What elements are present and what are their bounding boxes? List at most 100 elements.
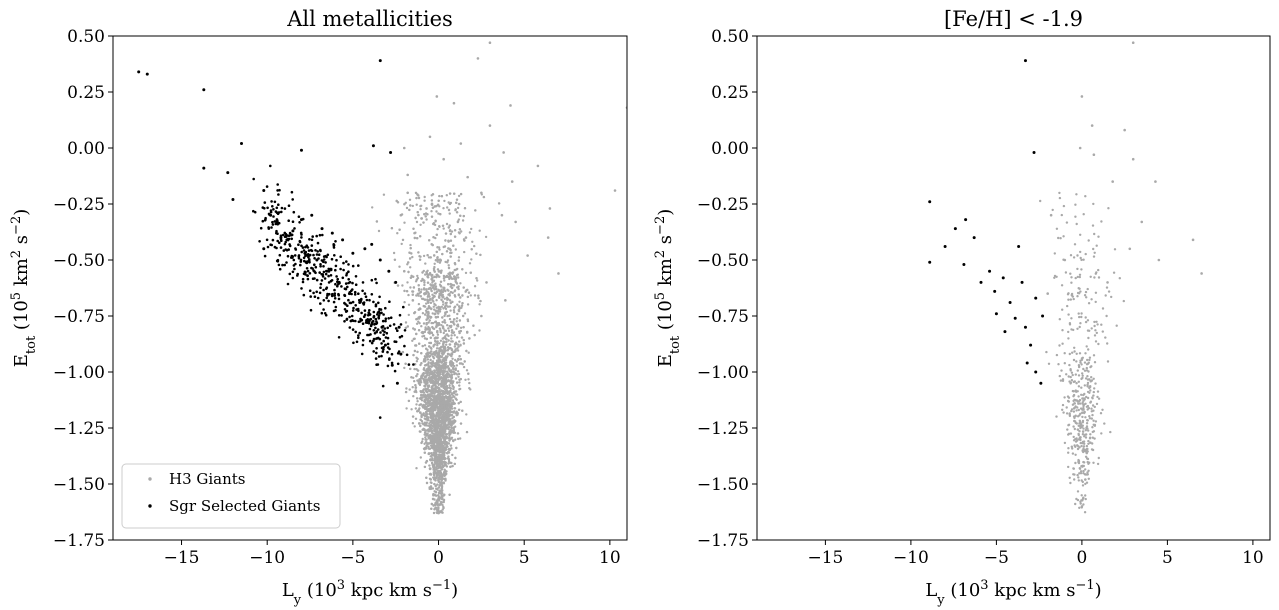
h3-giant-point [429, 368, 432, 371]
h3-giant-point [406, 191, 409, 195]
h3-giant-point [458, 228, 462, 231]
h3-giant-point [449, 232, 452, 236]
h3-giant-point [446, 324, 449, 327]
h3-giant-point [425, 441, 428, 444]
h3-giant-point [431, 418, 434, 421]
h3-giant-point [435, 299, 438, 302]
h3-giant-point [426, 415, 429, 419]
sgr-giant-point [302, 256, 306, 260]
h3-giant-point [430, 289, 433, 293]
h3-giant-point [1084, 429, 1088, 432]
sgr-giant-point [342, 268, 345, 272]
h3-giant-point [439, 308, 442, 311]
h3-giant-point [438, 453, 441, 456]
y-tick-label: −0.50 [53, 251, 105, 271]
h3-giant-point [442, 498, 446, 502]
h3-giant-point [414, 389, 417, 392]
h3-giant-point [447, 367, 451, 370]
sgr-giant-point [337, 280, 341, 284]
h3-giant-point [436, 503, 439, 507]
h3-giant-point [401, 238, 405, 242]
y-tick-label: −1.25 [53, 419, 105, 439]
h3-giant-point [458, 232, 461, 235]
sgr-giant-point [383, 343, 387, 347]
h3-giant-point [429, 402, 433, 406]
sgr-giant-point [337, 292, 340, 296]
h3-giant-point [1084, 290, 1088, 294]
h3-giant-point [439, 438, 443, 441]
h3-giant-point [440, 291, 443, 295]
h3-giant-point [1078, 275, 1082, 279]
h3-giant-point [431, 293, 434, 296]
h3-giant-point [433, 265, 436, 269]
h3-giant-point [442, 383, 445, 386]
h3-giant-point [444, 395, 448, 398]
h3-giant-point [404, 321, 408, 324]
h3-giant-point [428, 306, 431, 309]
h3-giant-point [1076, 267, 1079, 271]
sgr-giant-point [348, 326, 352, 329]
h3-giant-point [421, 390, 424, 393]
sgr-giant-point [384, 317, 388, 321]
h3-giant-point [425, 311, 428, 314]
sgr-giant-point [344, 282, 348, 285]
sgr-giant-point [351, 328, 355, 331]
sgr-giant-point [388, 347, 391, 351]
h3-giant-point [407, 270, 410, 274]
h3-giant-point [1080, 315, 1083, 319]
h3-giant-point [433, 470, 436, 473]
h3-giant-point [1069, 375, 1072, 379]
sgr-giant-point [278, 267, 282, 271]
h3-giant-point [417, 302, 421, 306]
sgr-giant-point [202, 88, 206, 92]
sgr-giant-point [300, 287, 303, 290]
h3-giant-point [402, 146, 406, 150]
sgr-giant-point [283, 207, 287, 210]
h3-giant-point [442, 227, 445, 230]
h3-giant-point [410, 252, 413, 255]
h3-giant-point [444, 275, 447, 279]
sgr-giant-point [304, 273, 307, 276]
h3-giant-point [461, 409, 464, 412]
sgr-giant-point [284, 240, 288, 244]
h3-giant-point [424, 438, 427, 441]
h3-giant-point [465, 369, 469, 372]
h3-giant-point [482, 195, 486, 199]
h3-giant-point [437, 312, 440, 315]
sgr-giant-point [329, 274, 333, 277]
h3-giant-point [426, 358, 429, 361]
h3-giant-point [425, 403, 428, 406]
h3-giant-point [439, 348, 442, 351]
h3-giant-point [436, 344, 439, 347]
h3-giant-point [396, 284, 400, 287]
sgr-giant-point [377, 301, 380, 305]
sgr-giant-point [313, 270, 316, 273]
h3-giant-point [445, 340, 448, 344]
sgr-giant-point [308, 272, 312, 275]
h3-giant-point [425, 410, 428, 414]
sgr-giant-point [288, 244, 292, 248]
h3-giant-point [441, 436, 444, 439]
h3-giant-point [461, 219, 465, 222]
h3-giant-point [414, 191, 418, 195]
h3-giant-point [436, 386, 439, 389]
h3-giant-point [446, 392, 449, 395]
sgr-giant-point [350, 314, 354, 318]
h3-giant-point [444, 232, 448, 235]
h3-giant-point [432, 355, 435, 358]
plot-area-1 [137, 41, 627, 515]
sgr-giant-point [332, 243, 336, 247]
h3-giant-point [432, 382, 435, 385]
h3-giant-point [427, 314, 430, 317]
h3-giant-point [428, 447, 431, 450]
h3-giant-point [449, 255, 452, 258]
h3-giant-point [428, 393, 431, 396]
sgr-giant-point [320, 279, 324, 282]
sgr-giant-point [346, 285, 349, 289]
h3-giant-point [1089, 275, 1092, 278]
h3-giant-point [409, 367, 412, 371]
sgr-giant-point [311, 277, 315, 281]
h3-giant-point [450, 364, 453, 368]
h3-giant-point [461, 268, 464, 271]
sgr-giant-point [369, 317, 373, 321]
